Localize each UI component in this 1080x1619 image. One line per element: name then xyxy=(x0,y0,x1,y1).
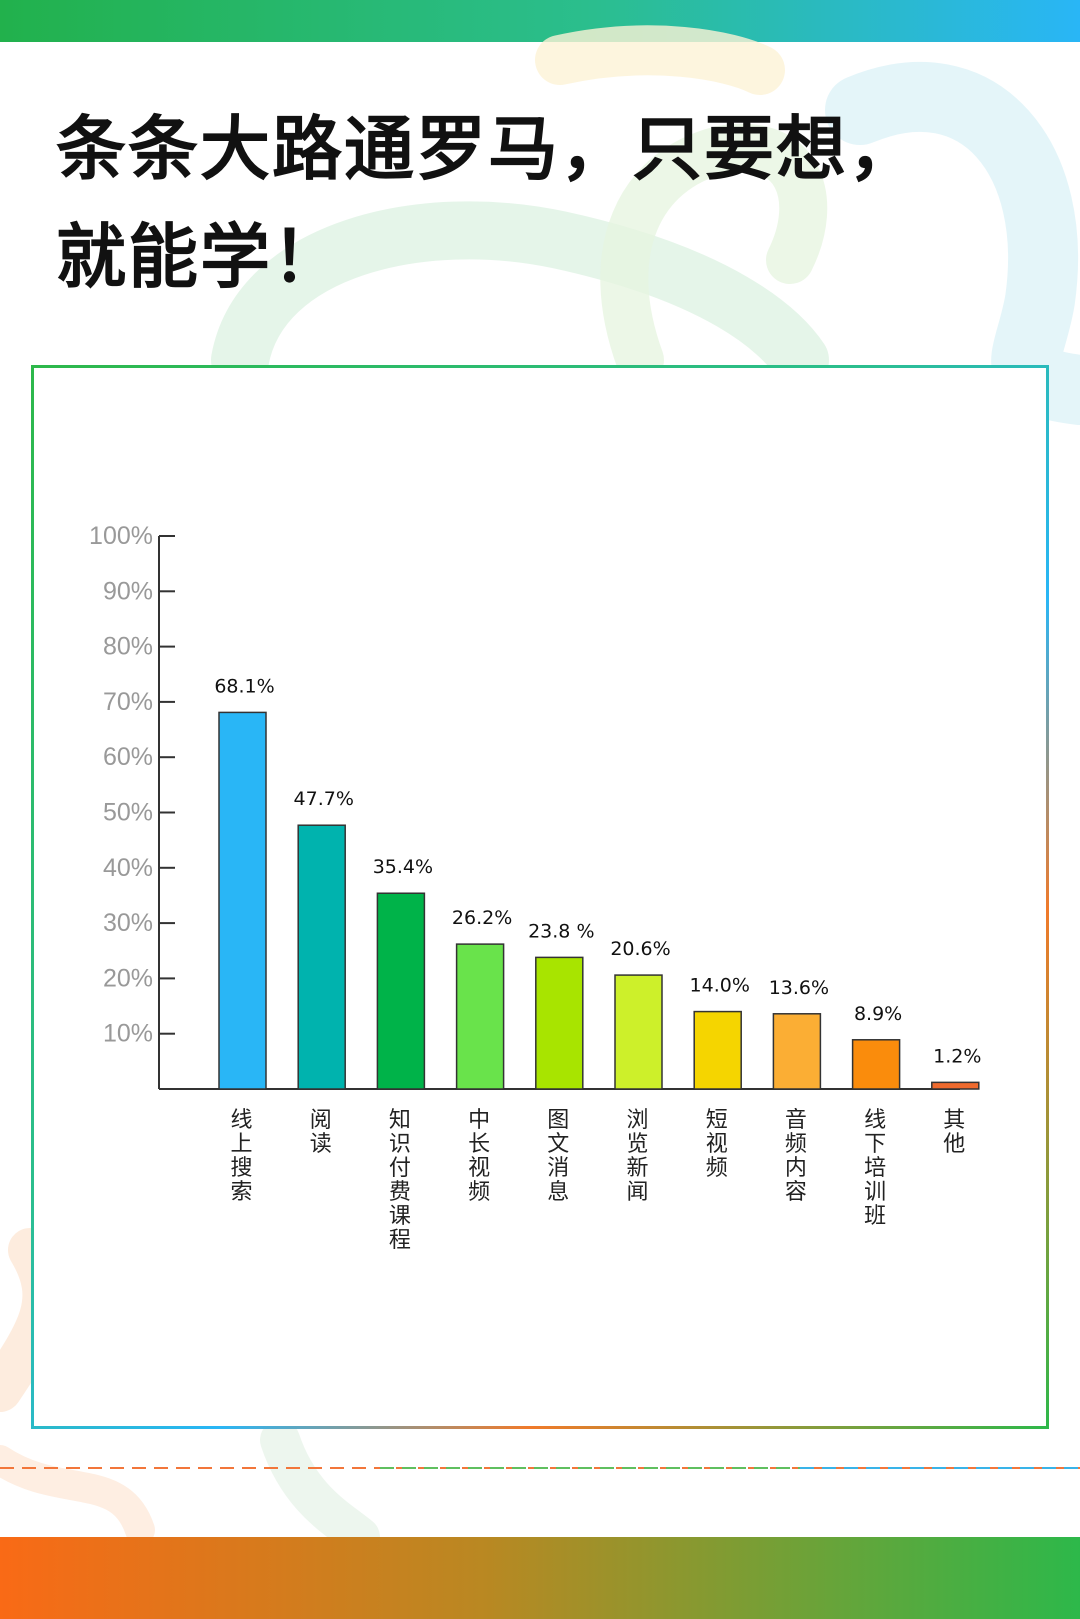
bar-3 xyxy=(376,892,426,1090)
headline-line-2: 就能学！ xyxy=(56,216,344,298)
x-category-label-char: 文 xyxy=(547,1132,569,1157)
bottom-gradient-bar xyxy=(0,1537,1080,1619)
y-tick-label: 30% xyxy=(103,909,153,937)
x-category-label-char: 班 xyxy=(864,1204,886,1229)
bar-9 xyxy=(851,1039,901,1090)
x-category-label-char: 频 xyxy=(468,1180,490,1205)
x-category-label-char: 中 xyxy=(468,1108,490,1133)
bar-value-label: 20.6% xyxy=(610,938,670,960)
y-tick-label: 90% xyxy=(103,577,153,605)
x-category-label-char: 闻 xyxy=(626,1180,648,1205)
x-category-label-char: 线 xyxy=(864,1108,886,1133)
x-category-label-char: 知 xyxy=(389,1108,411,1133)
x-category-label-char: 频 xyxy=(785,1132,807,1157)
x-category-label-char: 长 xyxy=(468,1132,490,1157)
bar-value-label: 26.2% xyxy=(452,907,512,929)
x-category-label-char: 图 xyxy=(547,1108,569,1133)
y-tick-label: 40% xyxy=(103,854,153,882)
top-gradient-bar xyxy=(0,0,1080,42)
x-category-label-char: 新 xyxy=(626,1156,648,1181)
x-category-label-char: 浏 xyxy=(626,1108,648,1133)
x-category-label-char: 览 xyxy=(626,1132,648,1157)
x-category-label-char: 短 xyxy=(706,1108,728,1133)
chart-frame: 10% 20% 30% 40% 50% 60% 70% 80% 90% 100% 68.1% 线上搜索… xyxy=(31,365,1049,1429)
bar-value-label: 1.2% xyxy=(933,1045,981,1067)
x-category-label-char: 频 xyxy=(706,1156,728,1181)
y-tick-label: 10% xyxy=(103,1020,153,1048)
divider-dashed-line-right xyxy=(800,1467,1080,1469)
x-category-label-char: 消 xyxy=(547,1156,569,1181)
divider-dashed-line-mid xyxy=(380,1467,800,1469)
bar-7 xyxy=(693,1010,742,1090)
x-category-label-char: 搜 xyxy=(230,1156,252,1181)
headline-line-1: 条条大路通罗马，只要想， xyxy=(56,108,920,190)
bar-8 xyxy=(772,1013,822,1090)
x-category-label-char: 线 xyxy=(230,1108,252,1133)
x-category-label-char: 读 xyxy=(310,1132,332,1157)
x-category-label-char: 课 xyxy=(389,1204,411,1229)
x-category-label-char: 其 xyxy=(943,1108,965,1133)
x-category-label-char: 上 xyxy=(230,1132,252,1157)
x-category-label-char: 付 xyxy=(389,1156,411,1181)
bar-1 xyxy=(218,711,267,1090)
bar-chart: 10%20%30%40%50%60%70%80%90%100%68.1%线上搜索… xyxy=(89,522,981,1253)
x-category-label-char: 内 xyxy=(785,1156,807,1181)
bar-value-label: 35.4% xyxy=(373,856,433,878)
bar-value-label: 68.1% xyxy=(214,675,274,697)
x-category-label-char: 阅 xyxy=(310,1108,332,1133)
x-category-label-char: 索 xyxy=(230,1180,252,1205)
x-category-label-char: 下 xyxy=(864,1132,886,1157)
bar-10 xyxy=(931,1081,980,1090)
x-category-label-char: 容 xyxy=(785,1180,807,1205)
x-category-label-char: 训 xyxy=(864,1180,886,1205)
y-tick-label: 80% xyxy=(103,633,153,661)
bar-value-label: 47.7% xyxy=(294,788,354,810)
bar-6 xyxy=(614,974,663,1090)
x-category-label-char: 费 xyxy=(389,1180,411,1205)
y-tick-label: 100% xyxy=(89,522,153,550)
y-tick-label: 60% xyxy=(103,743,153,771)
x-category-label-char: 程 xyxy=(389,1228,411,1253)
x-category-label-char: 视 xyxy=(468,1156,490,1181)
x-category-label-char: 识 xyxy=(389,1132,411,1157)
x-category-label-char: 培 xyxy=(864,1156,886,1181)
bar-value-label: 23.8 % xyxy=(528,920,594,942)
x-category-label-char: 息 xyxy=(547,1180,569,1205)
bar-4 xyxy=(455,943,505,1090)
x-category-label-char: 他 xyxy=(943,1132,965,1157)
bar-2 xyxy=(297,824,346,1090)
page-headline: 条条大路通罗马，只要想， 就能学！ xyxy=(56,95,1016,311)
bar-5 xyxy=(535,956,584,1090)
y-tick-label: 70% xyxy=(103,688,153,716)
bar-value-label: 13.6% xyxy=(769,977,829,999)
bar-value-label: 8.9% xyxy=(854,1003,902,1025)
y-tick-label: 50% xyxy=(103,799,153,827)
x-category-label-char: 音 xyxy=(785,1108,807,1133)
bar-value-label: 14.0% xyxy=(690,975,750,997)
y-tick-label: 20% xyxy=(103,964,153,992)
x-category-label-char: 视 xyxy=(706,1132,728,1157)
